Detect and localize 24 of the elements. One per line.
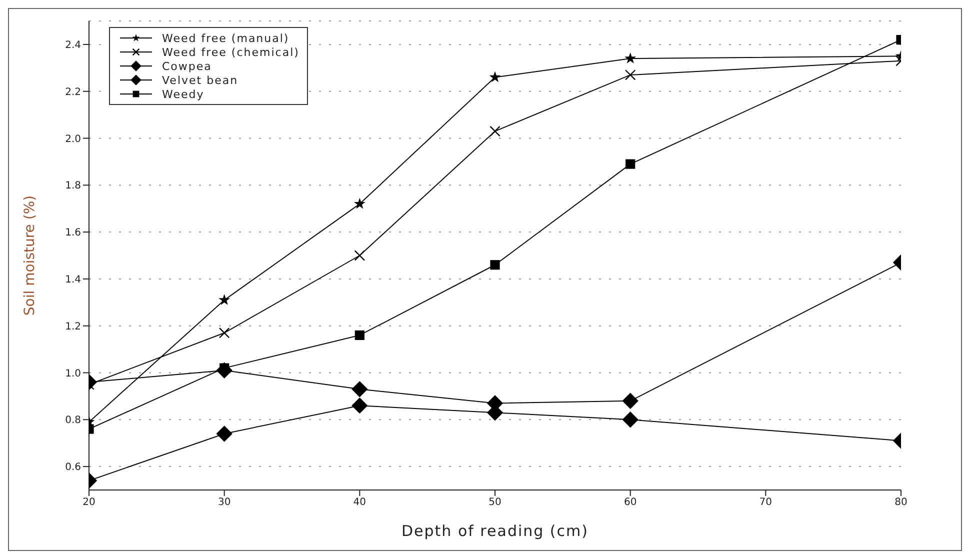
y-tick-label: 2.4	[65, 40, 81, 51]
x-axis-title: Depth of reading (cm)	[402, 522, 588, 540]
y-tick-label: 1.0	[65, 368, 81, 380]
y-tick-label: 1.6	[65, 228, 81, 239]
y-axis-title: Soil moisture (%)	[22, 195, 38, 316]
y-tick-label: 0.8	[65, 415, 81, 426]
x-tick-label: 30	[218, 497, 231, 508]
x-tick-label: 50	[488, 497, 502, 508]
x-tick-label: 60	[624, 497, 637, 508]
legend-label: Weed free (chemical)	[162, 46, 300, 58]
legend-label: Cowpea	[162, 60, 212, 72]
legend-label: Weed free (manual)	[162, 32, 290, 44]
legend-label: Velvet bean	[162, 74, 238, 86]
x-tick-label: 80	[894, 497, 908, 508]
y-tick-label: 0.6	[65, 462, 81, 474]
x-tick-label: 70	[759, 497, 772, 508]
y-tick-label: 2.0	[65, 134, 81, 145]
y-tick-label: 1.8	[65, 180, 81, 192]
x-tick-label: 40	[353, 497, 366, 508]
y-tick-label: 2.2	[65, 86, 81, 98]
y-tick-label: 1.4	[65, 274, 81, 286]
legend-label: Weedy	[162, 88, 204, 100]
x-tick-label: 20	[82, 497, 96, 508]
y-tick-label: 1.2	[65, 321, 81, 332]
